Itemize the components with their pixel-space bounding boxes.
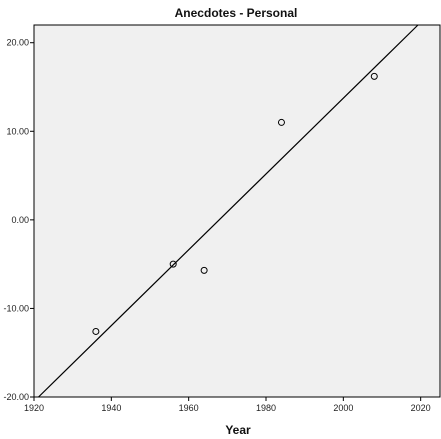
x-tick-label: 1920 [24,403,44,413]
chart-title: Anecdotes - Personal [175,6,298,20]
x-tick-label: 2020 [411,403,431,413]
fit-line [38,24,419,398]
y-tick-label: 20.00 [6,38,29,48]
data-point [370,72,378,80]
x-axis: 1920 1940 1960 1980 2000 2020 [24,397,431,413]
y-tick-label: -10.00 [3,303,29,313]
data-point [277,118,285,126]
data-points [92,72,378,335]
x-tick-label: 1980 [256,403,276,413]
y-tick-label: 10.00 [6,126,29,136]
y-axis: 20.00 10.00 0.00 -10.00 -20.00 [3,38,34,402]
x-axis-title: Year [225,423,251,437]
x-tick-label: 2000 [333,403,353,413]
x-tick-label: 1960 [179,403,199,413]
data-point [200,266,208,274]
y-tick-label: 0.00 [11,215,29,225]
data-point [92,327,100,335]
data-point [169,260,177,268]
y-tick-label: -20.00 [3,392,29,402]
x-tick-label: 1940 [101,403,121,413]
